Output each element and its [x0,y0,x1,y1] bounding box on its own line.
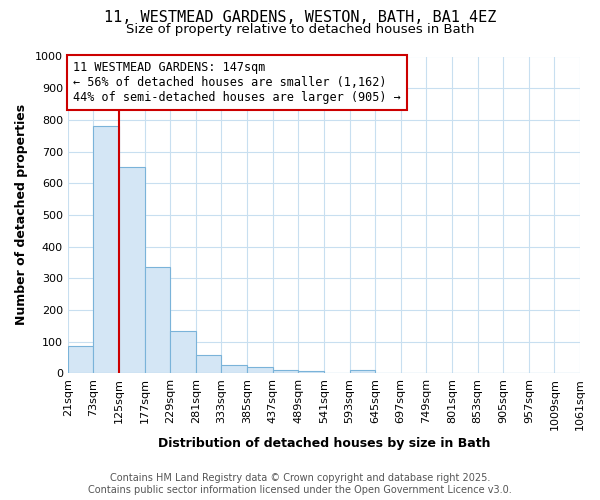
Text: Size of property relative to detached houses in Bath: Size of property relative to detached ho… [126,22,474,36]
Text: Contains HM Land Registry data © Crown copyright and database right 2025.
Contai: Contains HM Land Registry data © Crown c… [88,474,512,495]
Text: 11, WESTMEAD GARDENS, WESTON, BATH, BA1 4EZ: 11, WESTMEAD GARDENS, WESTON, BATH, BA1 … [104,10,496,25]
Bar [68,346,94,374]
Bar [170,330,196,374]
Text: 11 WESTMEAD GARDENS: 147sqm
← 56% of detached houses are smaller (1,162)
44% of : 11 WESTMEAD GARDENS: 147sqm ← 56% of det… [73,62,401,104]
Bar [298,371,324,374]
Bar [272,370,298,374]
Bar [350,370,375,374]
Bar [247,367,272,374]
X-axis label: Distribution of detached houses by size in Bath: Distribution of detached houses by size … [158,437,490,450]
Bar [94,126,119,374]
Y-axis label: Number of detached properties: Number of detached properties [15,104,28,326]
Bar [145,267,170,374]
Bar [196,355,221,374]
Bar [119,168,145,374]
Bar [221,366,247,374]
